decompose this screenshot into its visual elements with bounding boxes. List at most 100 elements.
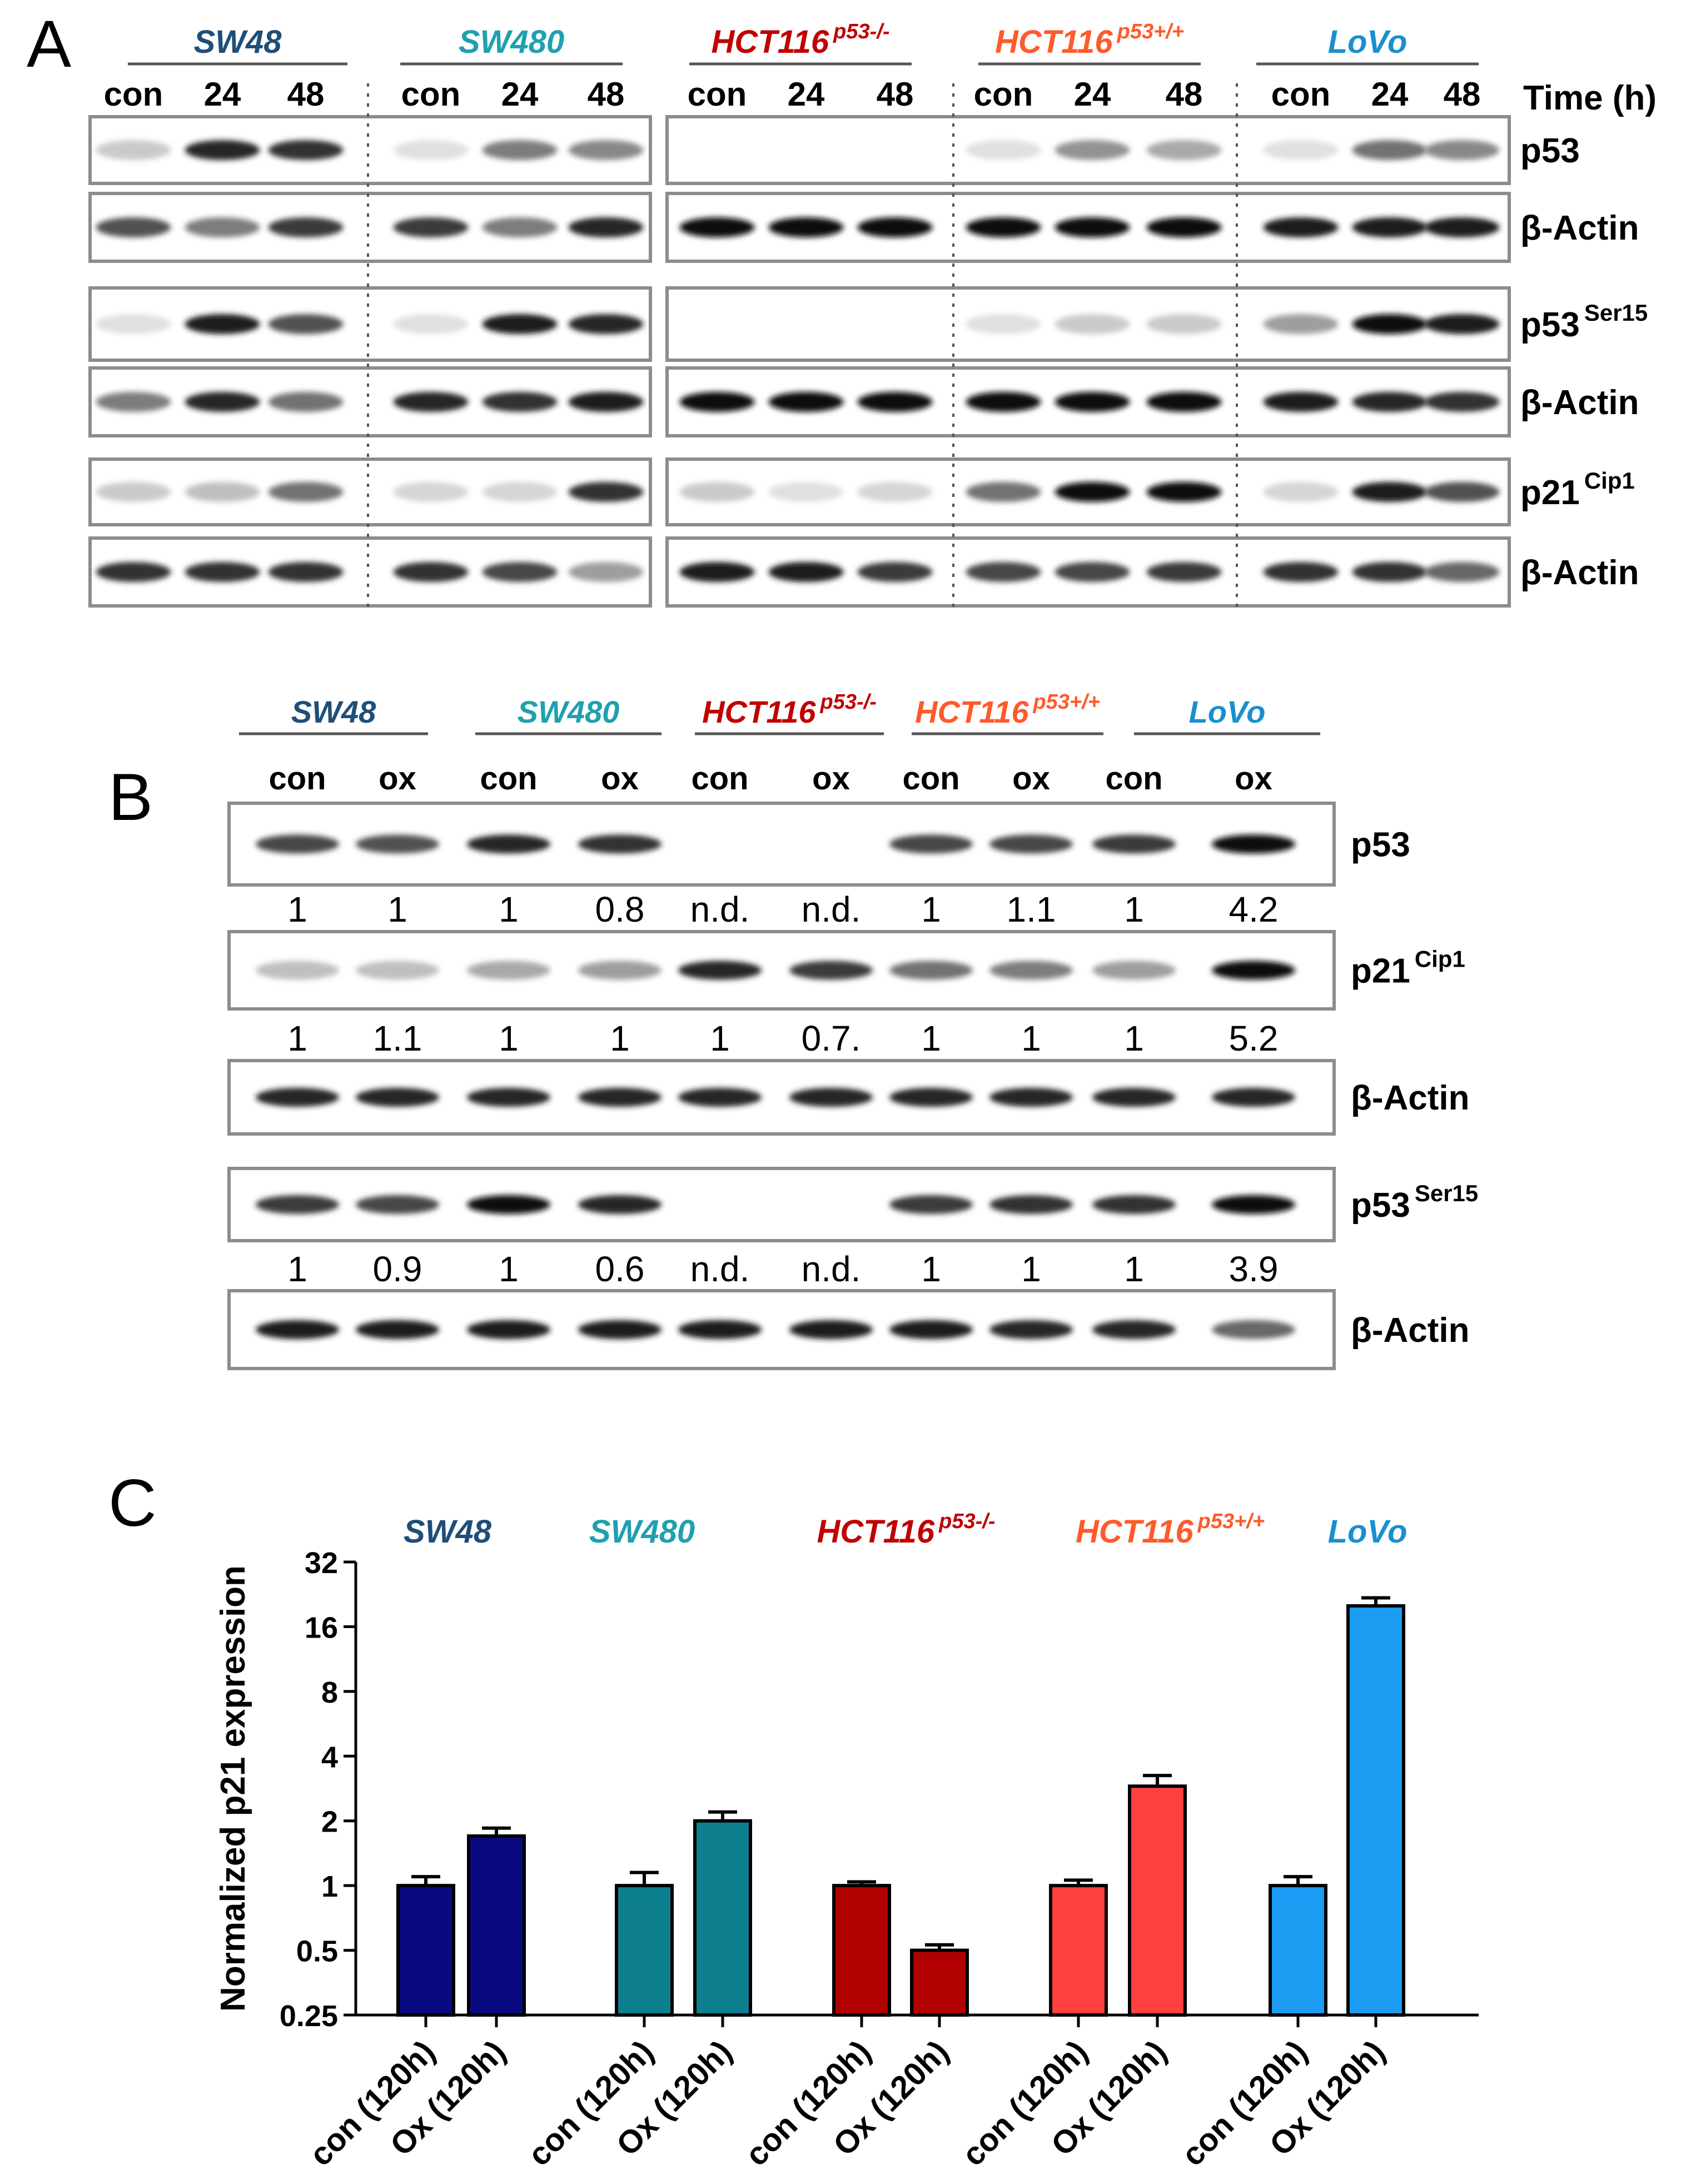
panel-b-band xyxy=(889,1320,973,1339)
y-tick-label: 32 xyxy=(305,1546,338,1580)
panel-b-quant-value: 1 xyxy=(287,1249,307,1289)
panel-a-band xyxy=(966,562,1041,582)
panel-b-header-3-sup: p53+/+ xyxy=(1032,690,1100,714)
panel-a-header-2-main: HCT116 xyxy=(711,24,829,60)
panel-b-quant-value: 1 xyxy=(710,1018,730,1058)
panel-b-band xyxy=(678,1320,762,1339)
panel-a-time-label: 24 xyxy=(1074,76,1111,113)
panel-b-row-label-2-main: β-Actin xyxy=(1351,1079,1470,1117)
panel-a-band xyxy=(568,217,644,237)
panel-b-band xyxy=(789,961,873,980)
panel-a-band xyxy=(1424,392,1500,412)
panel-b-band xyxy=(256,834,339,854)
panel-a-band xyxy=(568,140,644,160)
panel-c-group-label-1-main: SW480 xyxy=(589,1514,695,1550)
panel-b-quant-value: 1 xyxy=(921,1249,941,1289)
panel-b-band xyxy=(356,961,439,980)
panel-b-band xyxy=(467,1195,550,1214)
panel-c-group-labels: SW48 SW480 HCT116 p53-/- HCT116 p53+/+ LoVo xyxy=(404,1510,1407,1550)
panel-a-band xyxy=(1146,562,1222,582)
panel-b-quant-value: 1 xyxy=(387,889,407,929)
panel-a-band xyxy=(185,217,260,237)
panel-a-row-label-1-main: β-Actin xyxy=(1520,209,1639,247)
panel-a-band xyxy=(1146,217,1222,237)
panel-b-band xyxy=(989,961,1073,980)
panel-a-band xyxy=(1424,482,1500,502)
panel-b-band xyxy=(989,1088,1073,1107)
panel-a-header-1: SW480 xyxy=(459,24,564,60)
panel-b-header-1-main: SW480 xyxy=(518,694,620,729)
panel-a-row-label-1: β-Actin xyxy=(1520,209,1639,247)
panel-b-quant-value: 4.2 xyxy=(1229,889,1279,929)
panel-b-band xyxy=(678,1088,762,1107)
panel-a-band xyxy=(268,314,344,334)
panel-a-time-label: con xyxy=(974,76,1033,113)
y-axis-label: Normalized p21 expression xyxy=(214,1565,252,2012)
panel-a-band xyxy=(1263,140,1339,160)
panel-a-band xyxy=(679,562,755,582)
panel-a-band xyxy=(96,140,171,160)
panel-a-band xyxy=(482,392,558,412)
panel-a-band xyxy=(482,140,558,160)
panel-b-header-1: SW480 xyxy=(518,694,620,729)
panel-a-band xyxy=(966,314,1041,334)
panel-a-band xyxy=(185,392,260,412)
panel-b-quant-value: 0.8 xyxy=(595,889,645,929)
panel-b-band xyxy=(1212,1195,1295,1214)
panel-a-band xyxy=(1424,140,1500,160)
panel-b-band xyxy=(467,961,550,980)
panel-b-lane-label: ox xyxy=(379,760,416,797)
panel-a-band xyxy=(1424,217,1500,237)
panel-a-band xyxy=(679,392,755,412)
y-tick-label: 4 xyxy=(321,1740,338,1774)
panel-b-quant-value: 0.7. xyxy=(802,1018,861,1058)
panel-a-row-label-4: p21 Cip1 xyxy=(1520,467,1635,512)
panel-b-band xyxy=(578,1195,662,1214)
panel-b-blots xyxy=(227,802,1336,1370)
panel-a-band xyxy=(185,140,260,160)
panel-a-row-label-5: β-Actin xyxy=(1520,554,1639,592)
panel-a-band xyxy=(1146,482,1222,502)
panel-b-lane-label: con xyxy=(480,760,537,797)
panel-a-header-3: HCT116 p53+/+ xyxy=(995,20,1184,60)
panel-b-row-label-4: β-Actin xyxy=(1351,1311,1470,1350)
panel-a-time-label: 48 xyxy=(588,76,625,113)
panel-b-lane-label: con xyxy=(691,760,748,797)
panel-b-quant-value: 1 xyxy=(499,1249,519,1289)
y-tick-label: 2 xyxy=(321,1805,338,1839)
panel-b-band xyxy=(467,1320,550,1339)
panel-a-band xyxy=(1055,140,1130,160)
panel-b-header-0: SW48 xyxy=(291,694,376,729)
panel-b-band xyxy=(1212,1320,1295,1339)
panel-b-quant-value: 1 xyxy=(1021,1249,1041,1289)
y-tick-label: 8 xyxy=(321,1676,338,1709)
panel-b-quant-value: 1 xyxy=(921,1018,941,1058)
y-tick-label: 16 xyxy=(305,1611,338,1644)
panel-b-row-label-1-sup: Cip1 xyxy=(1415,946,1465,972)
panel-a-band xyxy=(768,217,844,237)
panel-a-blot-frame xyxy=(88,192,652,263)
panel-a-band xyxy=(1352,562,1428,582)
panel-a-band xyxy=(96,392,171,412)
panel-a-band xyxy=(1263,392,1339,412)
bar-9 xyxy=(1346,1604,1405,2017)
panel-a-band xyxy=(568,482,644,502)
panel-b-header-2: HCT116 p53-/- xyxy=(702,690,877,729)
panel-a-row-label-2: p53 Ser15 xyxy=(1520,300,1648,344)
panel-b-quant-value: 1 xyxy=(610,1018,630,1058)
panel-a-time-label: 48 xyxy=(877,76,914,113)
panel-a-time-label: 24 xyxy=(1371,76,1409,113)
panel-a-band xyxy=(966,140,1041,160)
panel-c-group-label-4: LoVo xyxy=(1328,1514,1407,1550)
panel-a-band xyxy=(96,482,171,502)
panel-b-quant-value: n.d. xyxy=(802,889,861,929)
panel-a-band xyxy=(185,482,260,502)
panel-a-band xyxy=(1352,217,1428,237)
panel-a-row-label-5-main: β-Actin xyxy=(1520,554,1639,592)
panel-b-quant-value: 1.1 xyxy=(1007,889,1056,929)
panel-a-header-0: SW48 xyxy=(194,24,282,60)
panel-b-lane-label: ox xyxy=(1235,760,1272,797)
panel-b-band xyxy=(256,1320,339,1339)
